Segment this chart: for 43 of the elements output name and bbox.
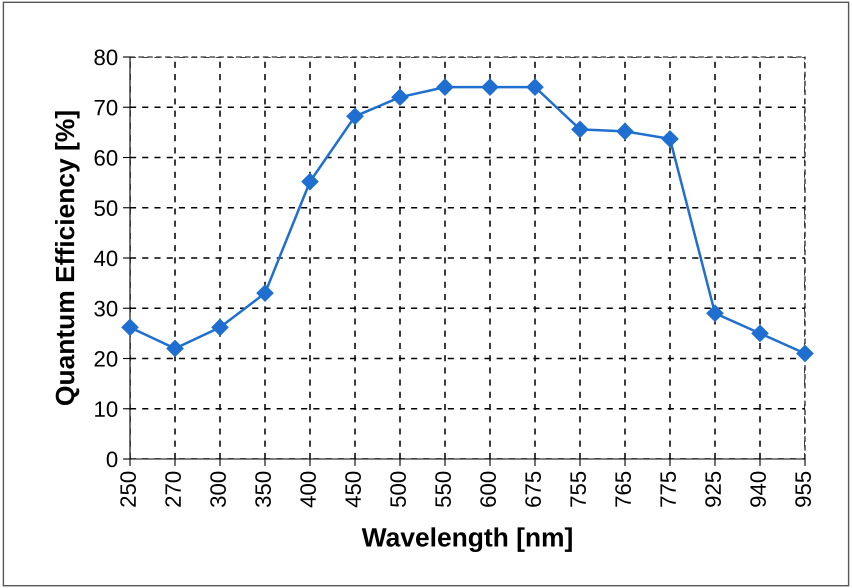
point xyxy=(481,78,499,96)
x-tick-label: 550 xyxy=(435,472,451,507)
point xyxy=(751,324,769,342)
x-axis-title: Wavelength [nm] xyxy=(362,527,572,552)
x-tick-label: 955 xyxy=(795,472,811,507)
y-tick-label: 60 xyxy=(94,150,118,166)
point xyxy=(166,340,184,357)
point xyxy=(661,130,679,148)
x-tick-label: 350 xyxy=(255,472,271,508)
x-tick-label: 675 xyxy=(525,472,541,507)
y-tick-label: 80 xyxy=(94,50,118,66)
x-tick-label: 600 xyxy=(480,472,496,507)
x-tick-label: 400 xyxy=(300,472,316,508)
x-tick-label: 775 xyxy=(660,472,676,507)
y-axis-title: Quantum Efficiency [%] xyxy=(54,111,80,405)
point xyxy=(346,108,364,125)
point xyxy=(616,122,634,140)
x-tick-label: 270 xyxy=(165,472,181,507)
point xyxy=(301,173,319,190)
point xyxy=(571,120,589,138)
point xyxy=(796,344,814,362)
point xyxy=(526,78,544,96)
y-tick-label: 10 xyxy=(95,401,118,418)
x-tick-label: 500 xyxy=(390,472,406,507)
point xyxy=(121,318,139,336)
x-tick-label: 940 xyxy=(750,472,766,507)
y-tick-label: 0 xyxy=(106,452,118,468)
point xyxy=(256,284,274,302)
x-tick-label: 755 xyxy=(570,472,586,507)
point xyxy=(391,88,409,106)
y-tick-label: 40 xyxy=(94,250,118,266)
x-tick-label: 250 xyxy=(120,472,136,507)
point xyxy=(706,304,724,322)
x-tick-label: 450 xyxy=(345,472,361,508)
y-tick-label: 50 xyxy=(94,200,118,216)
point xyxy=(436,78,454,96)
x-tick-label: 300 xyxy=(210,472,226,508)
point xyxy=(211,318,229,336)
y-tick-label: 20 xyxy=(94,351,118,367)
x-tick-label: 925 xyxy=(705,472,721,507)
y-tick-label: 30 xyxy=(94,300,118,317)
y-tick-label: 70 xyxy=(94,100,118,116)
x-tick-label: 765 xyxy=(615,472,631,507)
